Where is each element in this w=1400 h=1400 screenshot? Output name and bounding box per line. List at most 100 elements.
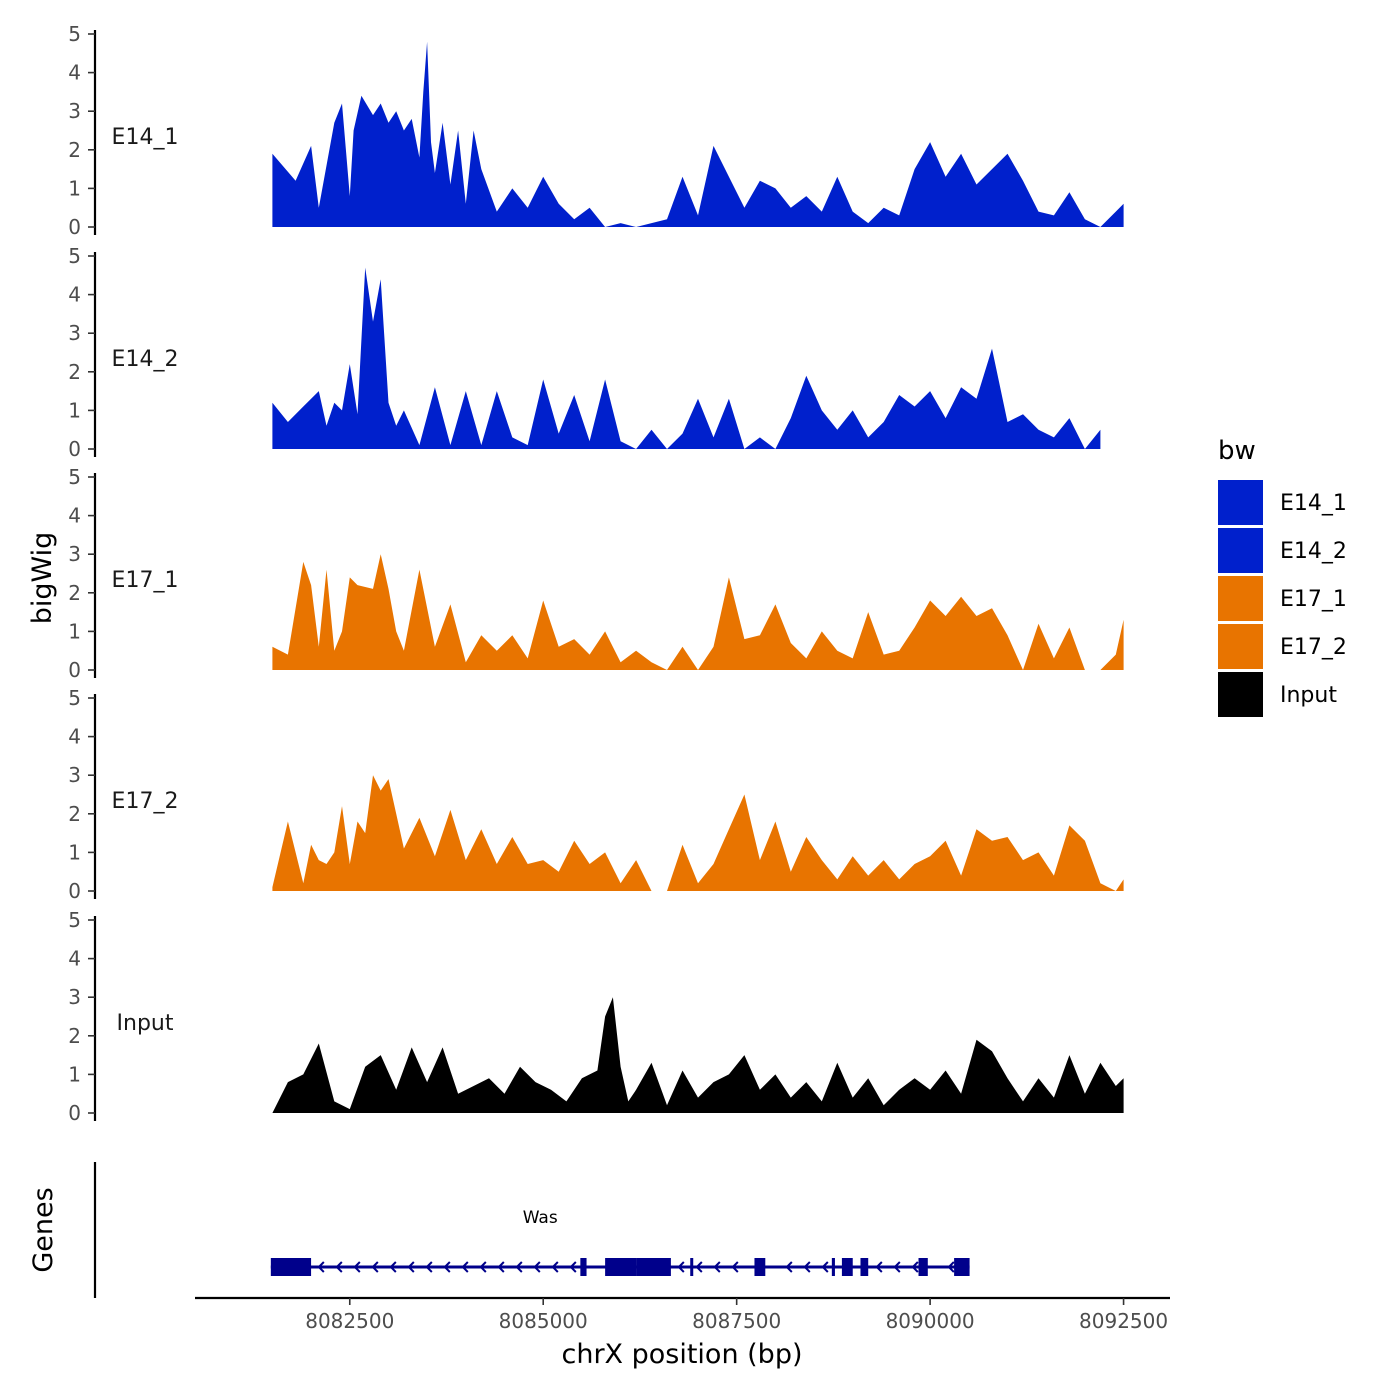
track-e14-1: 0 1 2 3 4 5 E14_1: [68, 22, 1124, 239]
strand-arrow: [803, 1261, 811, 1273]
track-e17-2: 0 1 2 3 4 5 E17_2: [68, 686, 1124, 903]
strand-arrow: [785, 1261, 793, 1273]
legend-label: E17_2: [1280, 635, 1347, 660]
legend-label: Input: [1280, 683, 1337, 708]
strand-arrow: [371, 1261, 379, 1273]
track-input: 0 1 2 3 4 5 Input: [68, 908, 1124, 1125]
y-tick-label: 0: [68, 879, 81, 903]
strand-arrow: [443, 1261, 451, 1273]
strand-arrow: [875, 1261, 883, 1273]
y-tick-label: 1: [68, 398, 81, 422]
strand-arrow: [515, 1261, 523, 1273]
y-tick-label: 3: [68, 321, 81, 345]
legend: bw E14_1 E14_2 E17_1 E17_2 Input: [1218, 436, 1347, 717]
gene-models: Was: [270, 1208, 970, 1276]
strand-arrow: [317, 1261, 325, 1273]
y-tick-label: 5: [68, 908, 81, 932]
strand-arrow: [533, 1261, 541, 1273]
legend-swatch: [1218, 624, 1263, 669]
coverage-area-e14-2: [272, 267, 1101, 449]
legend-item-e17-2: E17_2: [1218, 624, 1347, 669]
y-tick-label: 2: [68, 1024, 81, 1048]
y-tick-label: 3: [68, 985, 81, 1009]
legend-swatch: [1218, 576, 1263, 621]
strand-arrow: [335, 1261, 343, 1273]
y-tick-label: 2: [68, 360, 81, 384]
gene-exon: [754, 1258, 766, 1276]
legend-label: E17_1: [1280, 587, 1347, 612]
strand-arrow: [425, 1261, 433, 1273]
y-tick-label: 2: [68, 802, 81, 826]
genes-panel: Genes Was: [28, 1162, 970, 1298]
y-tick-label: 1: [68, 619, 81, 643]
track-label: E17_2: [112, 789, 179, 814]
y-tick-label: 0: [68, 437, 81, 461]
legend-swatch: [1218, 672, 1263, 717]
strand-arrow: [821, 1261, 829, 1273]
legend-item-input: Input: [1218, 672, 1337, 717]
y-tick-label: 3: [68, 763, 81, 787]
x-tick-label: 8085000: [499, 1309, 588, 1333]
x-tick-label: 8090000: [886, 1309, 975, 1333]
y-tick-label: 2: [68, 581, 81, 605]
y-tick-label: 4: [68, 947, 81, 971]
gene-exon: [841, 1258, 853, 1276]
strand-arrow: [677, 1261, 685, 1273]
y-tick-label: 4: [68, 725, 81, 749]
strand-arrow: [389, 1261, 397, 1273]
gene-was: Was: [270, 1208, 970, 1276]
track-label: Input: [117, 1011, 174, 1036]
y-tick-label: 2: [68, 138, 81, 162]
strand-arrow: [713, 1261, 721, 1273]
legend-label: E14_2: [1280, 539, 1347, 564]
coverage-area-e17-2: [272, 775, 1124, 891]
strand-arrow: [497, 1261, 505, 1273]
strand-arrow: [911, 1261, 919, 1273]
y-tick-label: 0: [68, 215, 81, 239]
track-label: E17_1: [112, 568, 179, 593]
coverage-area-e14-1: [272, 41, 1124, 228]
y-tick-label: 1: [68, 840, 81, 864]
gene-exon: [636, 1258, 671, 1276]
track-e17-1: 0 1 2 3 4 5 E17_1: [68, 465, 1124, 682]
coverage-area-input: [272, 997, 1124, 1113]
y-tick-label: 1: [68, 176, 81, 200]
coverage-tracks: 0 1 2 3 4 5 E14_1 0 1 2 3 4 5 E14_2 0 1 2 3 4 5 E17_1 0 1 2 3 4 5 E…: [68, 22, 1124, 1125]
legend-swatch: [1218, 480, 1263, 525]
y-tick-label: 4: [68, 61, 81, 85]
legend-item-e14-2: E14_2: [1218, 528, 1347, 573]
y-tick-label: 5: [68, 244, 81, 268]
y-tick-label: 3: [68, 542, 81, 566]
x-axis-title: chrX position (bp): [561, 1339, 802, 1370]
strand-arrow: [479, 1261, 487, 1273]
legend-item-e17-1: E17_1: [1218, 576, 1347, 621]
coverage-area-e17-1: [272, 554, 1124, 670]
x-tick-label: 8082500: [305, 1309, 394, 1333]
gene-name-label: Was: [523, 1208, 558, 1228]
strand-arrow: [353, 1261, 361, 1273]
track-label: E14_1: [112, 125, 179, 150]
x-tick-label: 8087500: [692, 1309, 781, 1333]
y-tick-label: 5: [68, 22, 81, 46]
legend-swatch: [1218, 528, 1263, 573]
y-tick-label: 5: [68, 465, 81, 489]
y-tick-label: 4: [68, 283, 81, 307]
track-e14-2: 0 1 2 3 4 5 E14_2: [68, 244, 1101, 461]
legend-items: E14_1 E14_2 E17_1 E17_2 Input: [1218, 480, 1347, 717]
legend-label: E14_1: [1280, 491, 1347, 516]
gene-exon: [831, 1258, 835, 1276]
track-label: E14_2: [112, 347, 179, 372]
x-axis: 8082500 8085000 8087500 8090000 8092500 chrX…: [195, 1296, 1170, 1370]
y-tick-label: 3: [68, 99, 81, 123]
gene-exon: [954, 1258, 970, 1276]
strand-arrow: [461, 1261, 469, 1273]
strand-arrow: [731, 1261, 739, 1273]
strand-arrow: [407, 1261, 415, 1273]
strand-arrow: [695, 1261, 703, 1273]
y-tick-label: 0: [68, 1101, 81, 1125]
y-tick-label: 4: [68, 504, 81, 528]
genes-axis-title: Genes: [28, 1187, 59, 1272]
legend-title: bw: [1218, 436, 1256, 466]
gene-exon: [860, 1258, 869, 1276]
